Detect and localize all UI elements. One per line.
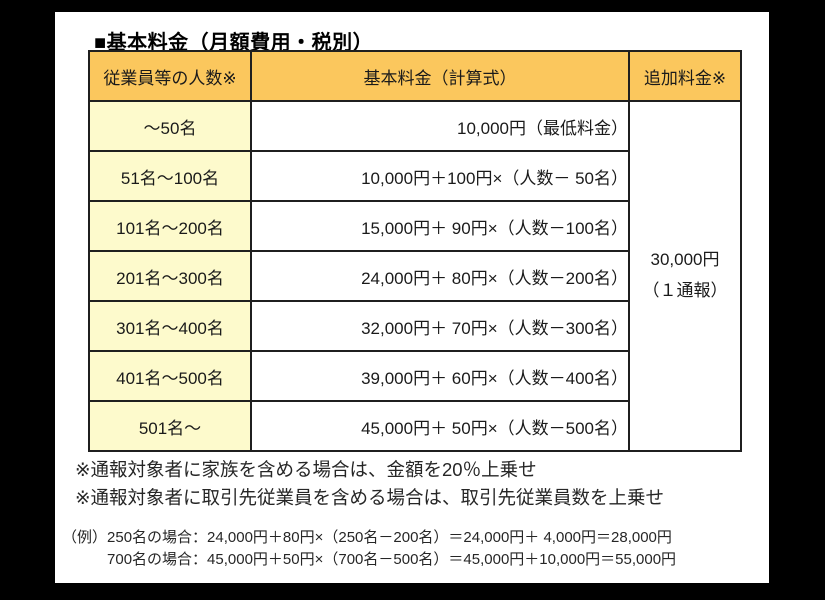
table-row: 301名～400名 32,000円＋ 70円×（人数－300名） [88,300,741,352]
range-cell: 51名～100名 [88,150,252,202]
header-base-fee: 基本料金（計算式） [250,50,630,102]
range-cell: 201名～300名 [88,250,252,302]
page-title: ■基本料金（月額費用・税別） [94,32,374,54]
range-cell: 101名～200名 [88,200,252,252]
note-family-surcharge: ※通報対象者に家族を含める場合は、金額を20％上乗せ [75,459,537,480]
table-row: ～50名 10,000円（最低料金） 30,000円 （１通報） [88,100,742,452]
example-line-700: 700名の場合：45,000円＋50円×（700名－500名）＝45,000円＋… [107,551,677,568]
range-cell: 401名～500名 [88,350,252,402]
example-prefix: （例） [62,529,108,546]
header-additional-fee: 追加料金※ [628,50,742,102]
pricing-table: 従業員等の人数※ 基本料金（計算式） 追加料金※ ～50名 10,000円（最低… [88,50,742,452]
table-header-row: 従業員等の人数※ 基本料金（計算式） 追加料金※ [88,50,742,102]
notes-block: ※通報対象者に家族を含める場合は、金額を20％上乗せ ※通報対象者に取引先従業員… [75,456,664,511]
formula-cell: 24,000円＋ 80円×（人数－200名） [250,250,630,302]
range-cell: 301名～400名 [88,300,252,352]
additional-fee-cell: 30,000円 （１通報） [628,100,742,452]
header-employees: 従業員等の人数※ [88,50,252,102]
formula-cell: 10,000円（最低料金） [250,100,630,152]
range-cell: ～50名 [88,100,252,152]
table-row: 201名～300名 24,000円＋ 80円×（人数－200名） [88,250,741,302]
additional-fee-unit: （１通報） [642,281,728,300]
formula-cell: 39,000円＋ 60円×（人数－400名） [250,350,630,402]
table-row: 501名～ 45,000円＋ 50円×（人数－500名） [88,400,741,452]
table-row: 101名～200名 15,000円＋ 90円×（人数－100名） [88,200,741,252]
formula-cell: 15,000円＋ 90円×（人数－100名） [250,200,630,252]
note-partner-employees: ※通報対象者に取引先従業員を含める場合は、取引先従業員数を上乗せ [75,486,665,508]
additional-fee-amount: 30,000円 [650,250,720,270]
formula-cell: 45,000円＋ 50円×（人数－500名） [250,400,630,452]
example-line-250: 250名の場合：24,000円＋80円×（250名－200名）＝24,000円＋… [107,529,672,546]
examples-block: （例） 250名の場合：24,000円＋80円×（250名－200名）＝24,0… [62,527,676,571]
formula-cell: 10,000円＋100円×（人数－ 50名） [250,150,630,202]
table-row: 401名～500名 39,000円＋ 60円×（人数－400名） [88,350,741,402]
formula-cell: 32,000円＋ 70円×（人数－300名） [250,300,630,352]
range-cell: 501名～ [88,400,252,452]
content-panel: ■基本料金（月額費用・税別） 従業員等の人数※ 基本料金（計算式） 追加料金※ … [55,12,769,583]
table-row: 51名～100名 10,000円＋100円×（人数－ 50名） [88,150,741,202]
